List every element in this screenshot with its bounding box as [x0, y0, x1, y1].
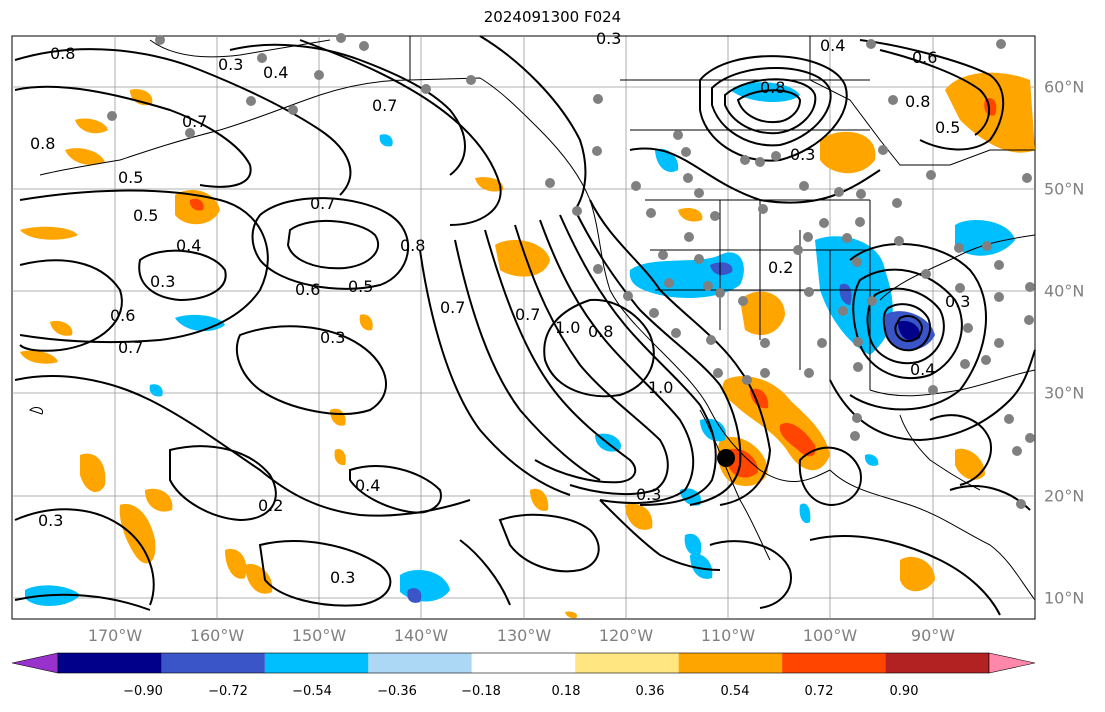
colorbar-tick-label: −0.72	[208, 684, 248, 699]
contour-label: 0.3	[945, 292, 971, 311]
contour-label: 0.2	[258, 496, 284, 515]
contour-label: 0.5	[935, 118, 961, 137]
colorbar-tick-label: −0.90	[123, 684, 163, 699]
contour-label: 0.4	[176, 236, 202, 255]
lat-tick-label: 10°N	[1044, 588, 1085, 608]
map-title: 2024091300 F024	[483, 8, 622, 26]
contour-label: 0.3	[320, 328, 346, 347]
lon-tick-label: 90°W	[910, 626, 956, 645]
contour-lines	[14, 35, 1036, 616]
contour-label: 0.3	[636, 485, 662, 504]
contour-label: 0.5	[118, 168, 144, 187]
contour-label: 0.3	[330, 568, 356, 587]
contour-label: 0.5	[133, 206, 159, 225]
contour-label: 0.8	[30, 134, 56, 153]
colorbar-tick-label: −0.54	[292, 684, 332, 699]
contour-label: 0.8	[905, 92, 931, 111]
colorbar-tick-label: 0.36	[635, 684, 665, 699]
lon-tick-label: 110°W	[700, 626, 756, 645]
contour-label: 0.3	[218, 55, 244, 74]
contour-label: 0.8	[760, 78, 786, 97]
contour-label: 0.3	[596, 29, 622, 48]
colorbar-tick-label: 0.72	[804, 684, 834, 699]
lat-tick-label: 50°N	[1044, 179, 1085, 199]
colorbar-tick-label: 0.90	[889, 684, 919, 699]
lat-tick-label: 20°N	[1044, 486, 1085, 506]
contour-label: 1.0	[648, 378, 674, 397]
lon-tick-label: 160°W	[189, 626, 245, 645]
contour-label: 0.4	[910, 360, 936, 379]
contour-label: 0.6	[295, 280, 321, 299]
contour-label: 0.7	[118, 338, 144, 357]
contour-label: 1.0	[555, 318, 581, 337]
contour-label: 0.2	[768, 258, 794, 277]
contour-label: 0.7	[310, 194, 336, 213]
contour-label: 0.7	[372, 96, 398, 115]
lon-tick-label: 100°W	[802, 626, 858, 645]
contour-label: 0.7	[515, 305, 541, 324]
contour-label: 0.7	[440, 298, 466, 317]
colorbar-tick-label: −0.18	[461, 684, 501, 699]
contour-label: 0.6	[110, 306, 136, 325]
lon-tick-label: 170°W	[87, 626, 143, 645]
contour-label: 0.8	[50, 44, 76, 63]
lat-tick-label: 40°N	[1044, 281, 1085, 301]
contour-label: 0.3	[150, 272, 176, 291]
colorbar-tick-label: 0.18	[551, 684, 581, 699]
storm-center-marker	[717, 449, 735, 467]
lat-tick-label: 60°N	[1044, 77, 1085, 97]
contour-label: 0.3	[790, 145, 816, 164]
colorbar-tick-label: −0.36	[377, 684, 417, 699]
lon-tick-label: 150°W	[291, 626, 347, 645]
contour-label: 0.8	[588, 322, 614, 341]
contour-label: 0.7	[182, 112, 208, 131]
contour-label: 0.4	[263, 63, 289, 82]
contour-label: 0.5	[348, 277, 374, 296]
contour-label: 0.4	[820, 36, 846, 55]
contour-label: 0.6	[912, 48, 938, 67]
contour-label: 0.8	[400, 236, 426, 255]
lon-tick-label: 140°W	[393, 626, 449, 645]
lat-tick-label: 30°N	[1044, 383, 1085, 403]
contour-label: 0.3	[38, 511, 64, 530]
station-markers	[107, 33, 1035, 509]
lon-tick-label: 130°W	[496, 626, 552, 645]
lon-tick-label: 120°W	[598, 626, 654, 645]
colorbar-tick-label: 0.54	[720, 684, 750, 699]
contour-label: 0.4	[355, 476, 381, 495]
